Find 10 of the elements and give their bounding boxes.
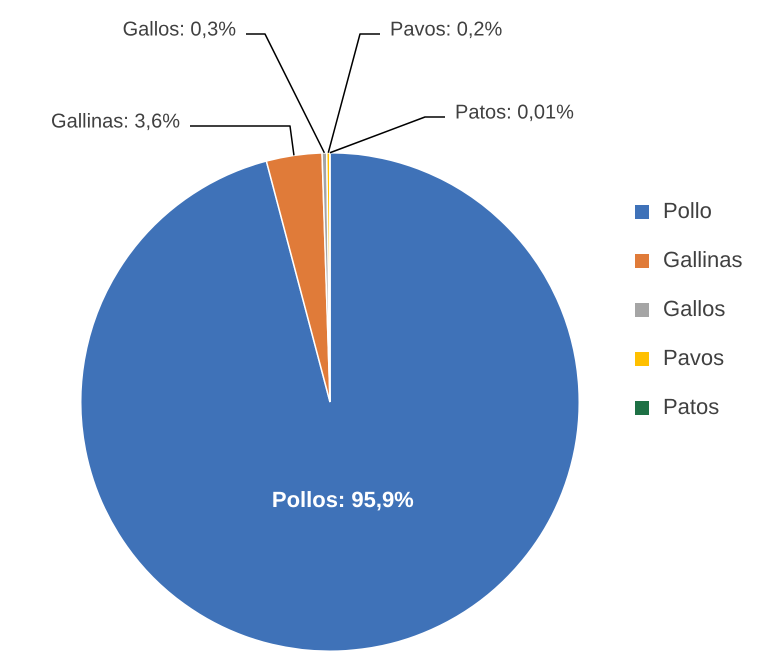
data-label: Pavos: 0,2%: [390, 18, 502, 41]
legend-label: Gallos: [663, 296, 726, 322]
data-label: Pollos: 95,9%: [272, 486, 414, 512]
legend-label: Patos: [663, 394, 720, 420]
data-label: Gallos: 0,3%: [122, 18, 236, 41]
legend-label: Gallinas: [663, 247, 742, 272]
data-label: Patos: 0,01%: [455, 102, 574, 124]
data-label: Gallinas: 3,6%: [51, 110, 180, 133]
legend-label: Pavos: [663, 345, 724, 370]
legend-label: Pollo: [663, 198, 712, 224]
